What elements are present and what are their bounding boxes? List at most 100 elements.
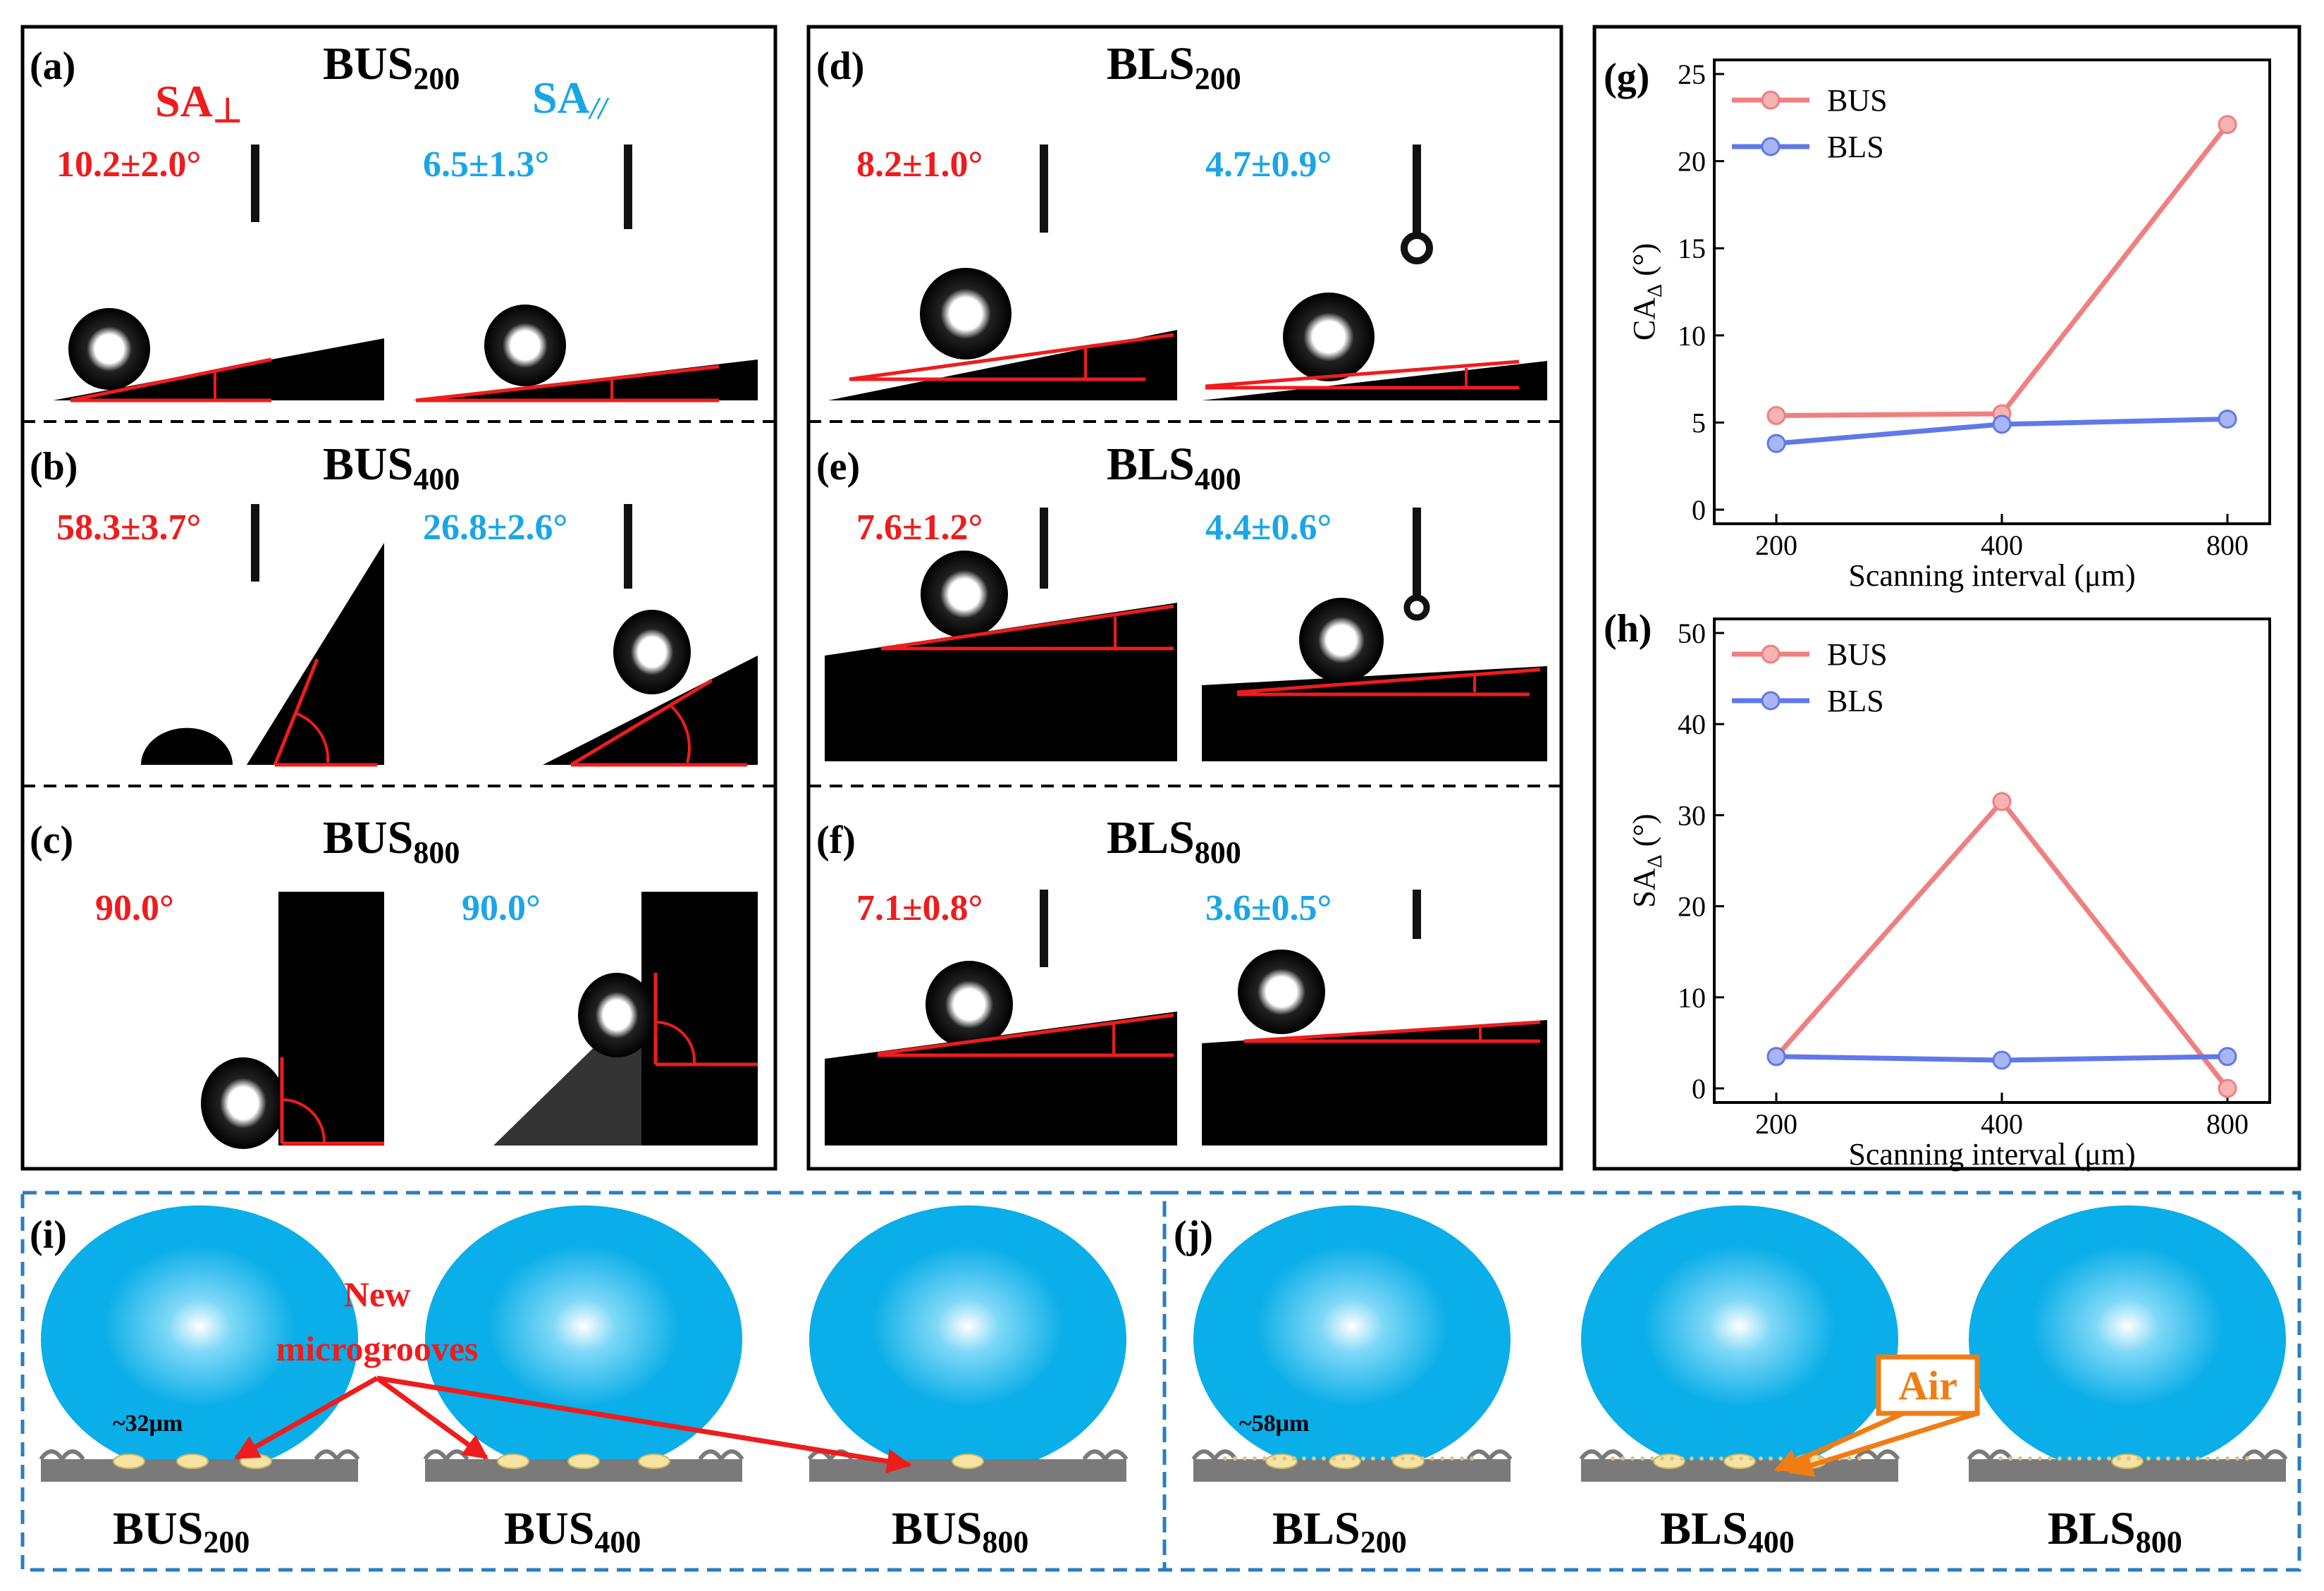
schematic-texture-4-56 [1262, 1456, 1267, 1461]
photo-f-par [1202, 890, 1547, 1145]
schematic-texture-6-168 [2117, 1456, 2121, 1461]
schematic-drop-5 [1581, 1205, 1898, 1473]
photo-e-par [1202, 508, 1547, 761]
schematic-texture-5-238 [1778, 1456, 1783, 1461]
schematic-texture-6-98 [2067, 1456, 2072, 1461]
schematic-texture-5-84 [1670, 1456, 1674, 1461]
panel-label-c: (c) [30, 818, 73, 862]
legend-label-h-0: BUS [1827, 637, 1888, 672]
panel-title-a: BUS200 [323, 38, 460, 96]
legend-label-h-1: BLS [1827, 684, 1884, 718]
photo-b-par [543, 504, 758, 767]
schematic-groove-4-1 [1329, 1454, 1361, 1469]
frame-charts [1592, 25, 2301, 1171]
xtick-label-g-2: 800 [2206, 529, 2249, 561]
schematic-texture-4-98 [1292, 1456, 1296, 1461]
xtick-label-h-0: 200 [1755, 1108, 1797, 1140]
schematic-groove-2-2 [638, 1454, 670, 1469]
schematic-texture-6-350 [2245, 1456, 2249, 1461]
annotation-microgrooves: microgrooves [276, 1329, 479, 1368]
value-b-perp: 58.3±3.7° [56, 508, 201, 548]
schematic-bump-right-3 [1082, 1449, 1129, 1463]
panel-label-b: (b) [30, 445, 78, 489]
ytick-label-g-4: 20 [1678, 146, 1706, 178]
schematic-texture-5-294 [1818, 1456, 1822, 1461]
schematic-texture-6-196 [2137, 1456, 2141, 1461]
schematic-texture-6-112 [2077, 1456, 2082, 1461]
value-f-par: 3.6±0.5° [1205, 888, 1332, 928]
photo-a-perp [53, 145, 384, 403]
legend-marker-h-0 [1761, 644, 1781, 664]
schematic-texture-4-266 [1410, 1456, 1415, 1461]
panel-label-i: (i) [30, 1213, 67, 1257]
schematic-texture-5-42 [1640, 1456, 1644, 1461]
point-h-bus-1 [1992, 792, 2012, 811]
value-e-perp: 7.6±1.2° [856, 508, 983, 548]
schematic-texture-6-336 [2235, 1456, 2239, 1461]
point-h-bls-1 [1992, 1050, 2012, 1070]
ytick-label-h-2: 20 [1678, 891, 1706, 923]
schematic-groove-3-0 [952, 1454, 984, 1469]
schematic-texture-6-322 [2225, 1456, 2230, 1461]
name-i-1: BUS200 [113, 1503, 250, 1559]
ytick-label-h-3: 30 [1678, 799, 1706, 831]
panel-label-d: (d) [816, 44, 864, 88]
schematic-texture-6-252 [2176, 1456, 2180, 1461]
annotation-air: Air [1898, 1363, 1957, 1408]
ytick-label-g-5: 25 [1678, 59, 1706, 90]
schematic-texture-4-196 [1361, 1456, 1365, 1461]
schematic-texture-6-266 [2186, 1456, 2190, 1461]
schematic-texture-5-154 [1719, 1456, 1723, 1461]
value-c-perp: 90.0° [95, 888, 174, 928]
schematic-drop-6 [1969, 1205, 2286, 1473]
schematic-groove-5-0 [1653, 1454, 1685, 1469]
schematic-texture-5-0 [1611, 1456, 1615, 1461]
schematic-texture-4-126 [1312, 1456, 1316, 1461]
series-line-h-bus [1774, 797, 2230, 1091]
schematic-texture-5-28 [1630, 1456, 1635, 1461]
panel-title-c: BUS800 [323, 812, 460, 870]
schematic-bump-left-6 [1967, 1449, 2013, 1463]
value-a-perp: 10.2±2.0° [56, 145, 201, 185]
value-d-perp: 8.2±1.0° [856, 145, 983, 185]
point-g-bls-0 [1766, 434, 1786, 453]
panel-title-e: BLS400 [1107, 438, 1241, 496]
panel-title-d: BLS200 [1107, 38, 1241, 96]
schematic-texture-4-14 [1233, 1456, 1237, 1461]
schematic-groove-1-0 [113, 1454, 145, 1469]
schematic-texture-4-154 [1332, 1456, 1336, 1461]
ytick-label-h-5: 50 [1678, 618, 1706, 649]
ytick-label-g-1: 5 [1692, 407, 1706, 438]
name-j-3: BLS800 [2048, 1503, 2182, 1559]
value-c-par: 90.0° [462, 888, 541, 928]
ytick-label-h-4: 40 [1678, 708, 1706, 740]
panel-title-f: BLS800 [1107, 812, 1241, 870]
schematic-texture-5-336 [1847, 1456, 1852, 1461]
schematic-texture-4-350 [1470, 1456, 1474, 1461]
schematic-texture-5-126 [1699, 1456, 1704, 1461]
schematic-texture-4-308 [1440, 1456, 1444, 1461]
schematic-texture-5-224 [1769, 1456, 1773, 1461]
new-microgroove-arrows [233, 1375, 912, 1474]
schematic-drop-2 [425, 1205, 742, 1473]
schematic-texture-4-238 [1391, 1456, 1395, 1461]
schematic-texture-4-112 [1302, 1456, 1306, 1461]
schematic-texture-4-294 [1430, 1456, 1434, 1461]
schematic-texture-5-56 [1650, 1456, 1654, 1461]
schematic-bump-right-5 [1854, 1449, 1900, 1463]
ytick-label-g-2: 10 [1678, 320, 1706, 352]
schematic-texture-6-56 [2038, 1456, 2042, 1461]
panel-label-j: (j) [1174, 1213, 1213, 1257]
name-i-3: BUS800 [892, 1503, 1028, 1559]
chart-h-axes [1713, 618, 2271, 1104]
value-a-par: 6.5±1.3° [423, 145, 549, 185]
schematic-texture-6-0 [1998, 1456, 2003, 1461]
photo-f-perp [825, 890, 1177, 1145]
legend-marker-g-0 [1761, 90, 1781, 110]
schematic-texture-4-280 [1420, 1456, 1425, 1461]
schematic-bump-right-1 [314, 1449, 360, 1463]
schematic-bump-right-6 [2242, 1449, 2288, 1463]
name-i-2: BUS400 [504, 1503, 641, 1559]
schematic-texture-6-28 [2018, 1456, 2022, 1461]
